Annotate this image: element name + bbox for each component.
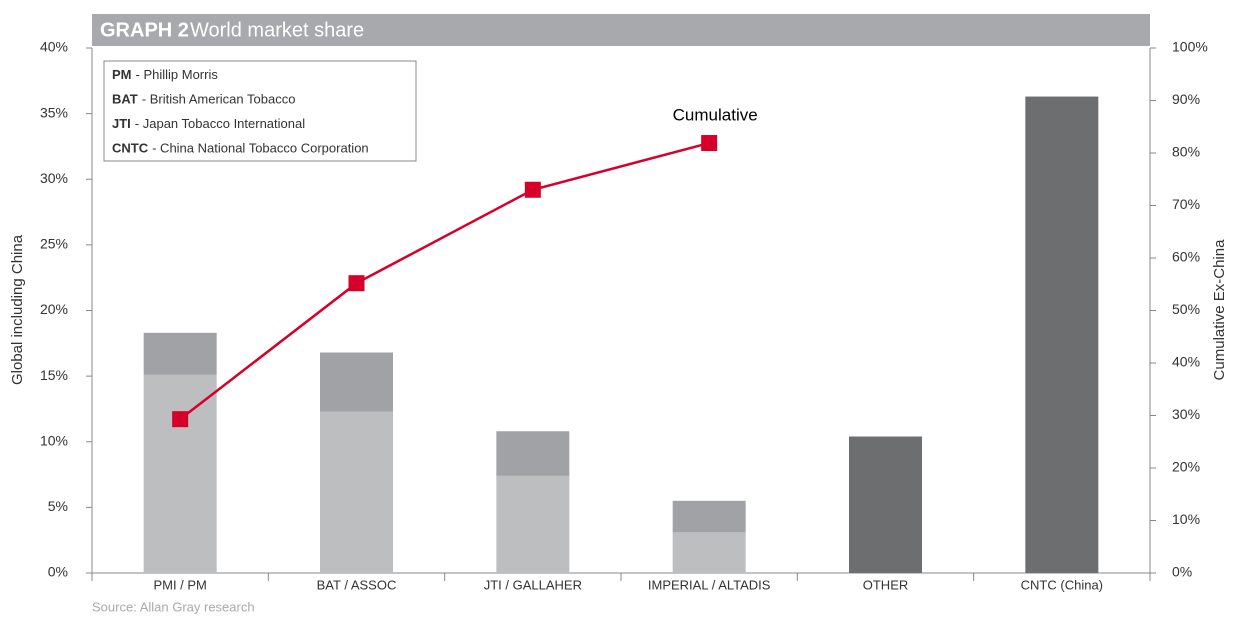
note-abbr: PM xyxy=(112,67,132,82)
marker xyxy=(172,411,189,428)
y2-tick-label: 80% xyxy=(1172,144,1200,160)
note: JTI - Japan Tobacco International xyxy=(112,116,305,131)
y-tick-label: 10% xyxy=(40,432,68,448)
y-tick-label: 20% xyxy=(40,301,68,317)
bar xyxy=(143,332,217,375)
x-tick-label: CNTC (China) xyxy=(1021,577,1103,592)
y2-tick-label: 30% xyxy=(1172,406,1200,422)
bar xyxy=(320,352,393,412)
bar xyxy=(672,500,746,533)
header-bar xyxy=(92,14,1150,46)
marker xyxy=(701,135,718,152)
note-abbr: JTI xyxy=(112,116,131,131)
line-label: Cumulative xyxy=(673,106,758,125)
note-text: - British American Tobacco xyxy=(142,92,296,107)
note: CNTC - China National Tobacco Corporation xyxy=(112,141,369,156)
note-text: - Japan Tobacco International xyxy=(135,116,305,131)
marker xyxy=(524,181,541,198)
chart-title: World market share xyxy=(190,19,364,41)
y2-tick-label: 70% xyxy=(1172,196,1200,212)
note-abbr: BAT xyxy=(112,92,138,107)
note: BAT - British American Tobacco xyxy=(112,92,295,107)
y2-tick-label: 90% xyxy=(1172,91,1200,107)
graph-label: GRAPH 2 xyxy=(100,19,189,41)
y2-tick-label: 20% xyxy=(1172,459,1200,475)
y-tick-label: 15% xyxy=(40,367,68,383)
y2-tick-label: 100% xyxy=(1172,39,1208,55)
y2-tick-label: 40% xyxy=(1172,354,1200,370)
y-tick-label: 35% xyxy=(40,104,68,120)
x-tick-label: PMI / PM xyxy=(153,577,206,592)
y2-tick-label: 50% xyxy=(1172,301,1200,317)
y2-tick-label: 0% xyxy=(1172,564,1192,580)
bar xyxy=(496,431,570,476)
note-abbr: CNTC xyxy=(112,141,149,156)
bar xyxy=(672,532,746,573)
line xyxy=(179,141,710,421)
bar xyxy=(496,475,570,573)
note: PM - Phillip Morris xyxy=(112,67,218,82)
bar xyxy=(1025,96,1099,573)
y-tick-label: 40% xyxy=(40,39,68,55)
bar xyxy=(849,436,922,573)
y-tick-label: 30% xyxy=(40,170,68,186)
y-tick-label: 25% xyxy=(40,236,68,252)
bar xyxy=(143,374,217,573)
x-tick-label: BAT / ASSOC xyxy=(317,577,397,592)
x-tick-label: OTHER xyxy=(863,577,909,592)
bar xyxy=(320,411,393,573)
y2-tick-label: 60% xyxy=(1172,249,1200,265)
y2-tick-label: 10% xyxy=(1172,511,1200,527)
x-tick-label: IMPERIAL / ALTADIS xyxy=(648,577,771,592)
marker xyxy=(348,275,365,292)
y2-axis-label: Cumulative Ex-China xyxy=(1211,239,1228,381)
y-tick-label: 5% xyxy=(48,498,68,514)
notes-box xyxy=(103,60,417,162)
y-axis-label: Global including China xyxy=(9,234,26,385)
note-text: - China National Tobacco Corporation xyxy=(152,141,369,156)
y-tick-label: 0% xyxy=(48,564,68,580)
x-tick-label: JTI / GALLAHER xyxy=(484,577,582,592)
source: Source: Allan Gray research xyxy=(92,599,255,614)
note-text: - Phillip Morris xyxy=(136,67,219,82)
